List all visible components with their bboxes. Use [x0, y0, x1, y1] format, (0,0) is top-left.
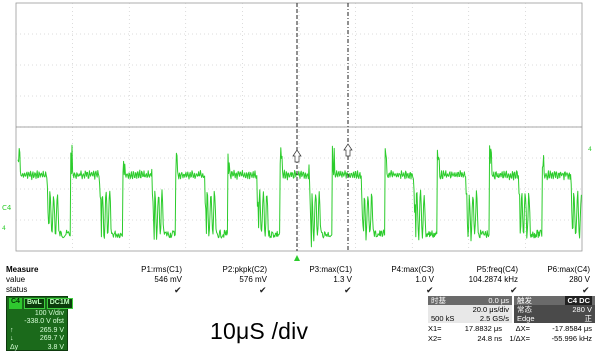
- measure-value-label: value: [6, 275, 26, 284]
- coupling-badge: DC1M: [46, 298, 73, 309]
- cursor-up-icon: ↑: [10, 326, 14, 334]
- channel-tag: C4: [9, 298, 22, 309]
- delta-label: Δy: [10, 343, 19, 351]
- measure-p6-value: 280 V: [569, 275, 590, 284]
- trigger-mode: 常态: [517, 305, 532, 314]
- waveform-svg: [15, 2, 583, 261]
- inv-dx-label: 1/ΔX=: [509, 334, 530, 343]
- channel-marker-c4[interactable]: C4: [2, 204, 12, 212]
- trace-c4: [17, 144, 582, 248]
- measure-title: Measure: [6, 265, 39, 274]
- measure-p2-value: 576 mV: [239, 275, 267, 284]
- cursor-readout-row-2: X2= 24.8 ns 1/ΔX= -55.996 kHz: [428, 334, 595, 343]
- inv-dx-value: -55.996 kHz: [551, 334, 592, 343]
- measure-p4-value: 1.0 V: [415, 275, 434, 284]
- measure-panel: Measure P1:rms(C1) P2:pkpk(C2) P3:max(C1…: [0, 265, 595, 297]
- measure-p1-name[interactable]: P1:rms(C1): [141, 265, 182, 274]
- measure-p4-name[interactable]: P4:max(C3): [391, 265, 434, 274]
- measure-header-row: Measure P1:rms(C1) P2:pkpk(C2) P3:max(C1…: [0, 265, 595, 275]
- x2-label: X2=: [428, 334, 442, 343]
- check-icon: ✔: [259, 285, 267, 295]
- measure-status-label: status: [6, 285, 28, 294]
- timebase-div: 20.0 μs/div: [472, 305, 509, 314]
- measure-p6-name[interactable]: P6:max(C4): [547, 265, 590, 274]
- measure-value-row: value 546 mV 576 mV 1.3 V 1.0 V 104.2874…: [0, 275, 595, 285]
- trace-c4-line: [17, 144, 582, 248]
- trigger-type: Edge: [517, 314, 535, 323]
- cursor-value: 3.8 V: [47, 343, 64, 351]
- cursor-up-icon: [292, 149, 302, 163]
- timebase-rate: 2.5 GS/s: [479, 314, 509, 323]
- trigger-level-marker[interactable]: 4: [588, 146, 592, 153]
- measure-p3-name[interactable]: P3:max(C1): [309, 265, 352, 274]
- check-icon: ✔: [426, 285, 434, 295]
- cursor-value: 269.7 V: [39, 335, 64, 343]
- trigger-box[interactable]: 触发 C4 DC 常态 280 V Edge 正: [514, 296, 595, 323]
- bandwidth-limit-badge: BwL: [23, 298, 45, 309]
- x1-label: X1=: [428, 324, 442, 333]
- trigger-position-marker: [294, 255, 300, 261]
- measure-p5-value: 104.2874 kHz: [468, 275, 518, 284]
- timebase-samples: 500 kS: [431, 314, 455, 323]
- cursor-up-icon: [343, 143, 353, 157]
- waveform-display[interactable]: 4 C4 4: [0, 0, 595, 265]
- trigger-title: 触发: [517, 296, 532, 305]
- measure-p3-value: 1.3 V: [333, 275, 352, 284]
- x1-value: 17.8832 μs: [464, 324, 502, 333]
- timebase-delay: 0.0 μs: [488, 296, 509, 305]
- time-cursors[interactable]: [292, 3, 353, 261]
- caption-text: 10μS /div: [210, 318, 309, 344]
- trigger-source-badge: C4 DC: [565, 296, 592, 305]
- x2-value: 24.8 ns: [477, 334, 502, 343]
- ground-marker[interactable]: 4: [2, 225, 6, 232]
- check-icon: ✔: [582, 285, 590, 295]
- channel-offset: -338.0 V ofst: [24, 318, 64, 326]
- cursor-down-icon: ↓: [10, 335, 14, 343]
- cursor-readout-row-1: X1= 17.8832 μs ΔX= -17.8584 μs: [428, 324, 595, 333]
- measure-status-row: status ✔ ✔ ✔ ✔ ✔ ✔: [0, 285, 595, 295]
- measure-p1-value: 546 mV: [154, 275, 182, 284]
- dx-value: -17.8584 μs: [552, 324, 592, 333]
- trigger-slope: 正: [584, 314, 593, 323]
- measure-p5-name[interactable]: P5:freq(C4): [476, 265, 518, 274]
- dx-label: ΔX=: [515, 324, 530, 333]
- cursor-value: 265.9 V: [39, 326, 64, 334]
- check-icon: ✔: [510, 285, 518, 295]
- check-icon: ✔: [174, 285, 182, 295]
- graticule: [15, 2, 583, 252]
- channel-scale: 100 V/div: [34, 309, 64, 317]
- timebase-box[interactable]: 时基 0.0 μs 20.0 μs/div 500 kS 2.5 GS/s: [428, 296, 512, 323]
- channel-c4-descriptor[interactable]: C4 BwL DC1M 100 V/div -338.0 V ofst ↑ 265…: [6, 296, 73, 351]
- timebase-trigger-panel: 时基 0.0 μs 20.0 μs/div 500 kS 2.5 GS/s 触发 C4…: [428, 296, 595, 352]
- measure-p2-name[interactable]: P2:pkpk(C2): [222, 265, 267, 274]
- trigger-level: 280 V: [572, 305, 592, 314]
- timebase-title: 时基: [431, 296, 446, 305]
- check-icon: ✔: [344, 285, 352, 295]
